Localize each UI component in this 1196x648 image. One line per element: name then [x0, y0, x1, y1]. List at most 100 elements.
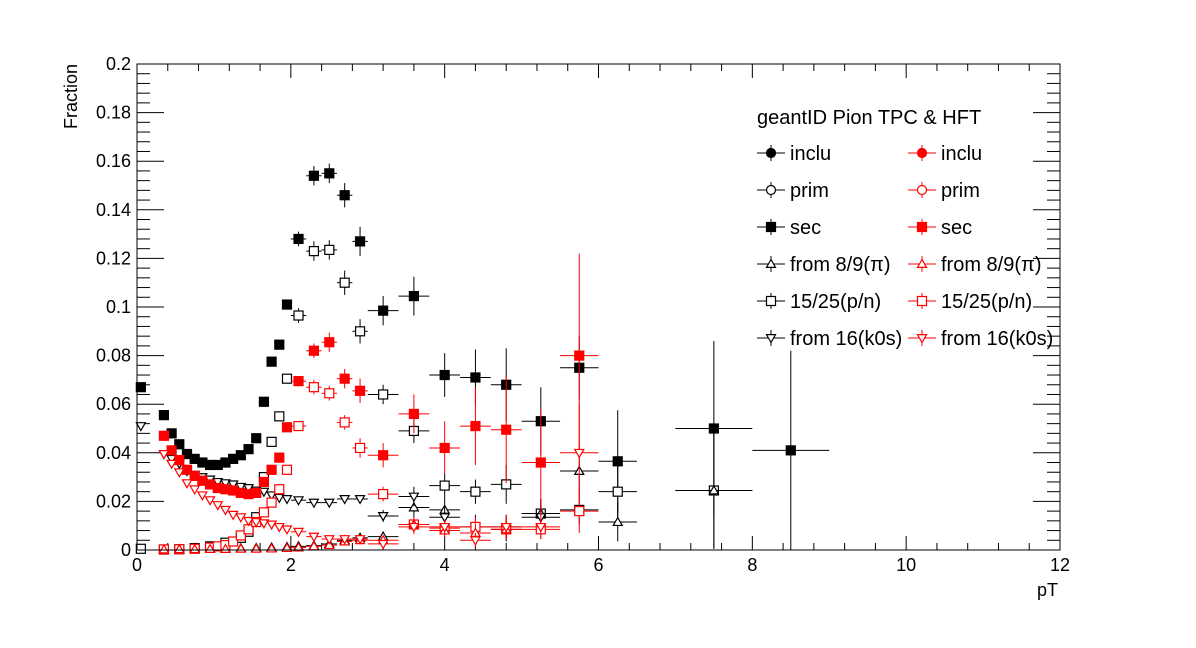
data-point	[573, 448, 585, 459]
data-point	[258, 476, 270, 488]
legend-label: 15/25(p/n)	[790, 291, 881, 313]
data-point	[274, 411, 285, 422]
legend-marker	[916, 184, 928, 196]
data-point	[293, 310, 304, 321]
x-tick-label: 8	[747, 555, 757, 575]
data-point	[219, 505, 231, 516]
y-tick-label: 0.04	[96, 443, 131, 463]
data-point	[439, 513, 451, 523]
data-point	[308, 498, 320, 509]
data-point	[173, 468, 185, 478]
data-point	[189, 485, 201, 495]
data-point	[469, 536, 481, 546]
legend-marker	[765, 221, 777, 233]
data-point	[708, 423, 719, 434]
data-point	[274, 484, 285, 495]
x-tick-label: 4	[440, 555, 450, 575]
legend-entry: prim	[757, 180, 829, 202]
data-point	[212, 477, 224, 488]
data-point	[354, 326, 366, 337]
data-point	[324, 337, 335, 348]
data-point	[281, 373, 293, 384]
legend-entry: 15/25(p/n)	[908, 291, 1032, 313]
y-tick-label: 0.16	[96, 151, 131, 171]
data-point	[323, 535, 335, 545]
data-point	[251, 433, 262, 444]
data-point	[470, 486, 481, 497]
data-point	[378, 389, 389, 400]
legend-label: from 8/9(π)	[790, 254, 890, 276]
data-point	[354, 535, 366, 545]
legend-marker	[916, 295, 928, 307]
data-point	[258, 519, 270, 529]
data-point	[354, 494, 366, 505]
data-point	[785, 445, 796, 456]
data-point	[250, 518, 262, 528]
legend-label: from 16(k0s)	[790, 328, 902, 350]
legend-marker	[765, 147, 777, 159]
legend-marker	[916, 334, 928, 344]
legend-label: from 8/9(π)	[941, 254, 1041, 276]
data-point	[535, 522, 547, 533]
data-point	[408, 290, 419, 302]
data-point	[354, 442, 366, 454]
data-point	[173, 543, 185, 554]
data-point	[242, 516, 255, 527]
data-point	[500, 522, 512, 533]
x-tick-label: 2	[286, 555, 296, 575]
data-point	[281, 525, 293, 536]
data-point	[281, 422, 293, 433]
data-point	[408, 522, 420, 533]
x-tick-label: 12	[1050, 555, 1070, 575]
data-point	[158, 410, 170, 421]
data-point	[235, 513, 247, 523]
legend-label: sec	[941, 217, 972, 239]
data-point	[308, 532, 320, 543]
legend-marker	[765, 184, 777, 196]
data-point	[574, 350, 585, 361]
legend-entry: prim	[908, 180, 980, 202]
legend-marker	[765, 295, 777, 307]
legend-entry: inclu	[908, 143, 982, 165]
data-point	[243, 444, 254, 455]
data-point	[708, 484, 720, 495]
data-point	[281, 299, 293, 310]
data-point	[251, 487, 262, 498]
data-point	[308, 246, 320, 257]
x-tick-label: 10	[896, 555, 916, 575]
data-point	[281, 494, 293, 505]
x-axis-label: pT	[1037, 580, 1058, 600]
plot-frame	[136, 63, 1061, 551]
data-point	[324, 388, 335, 399]
data-point	[135, 543, 146, 554]
legend-label: inclu	[790, 143, 831, 165]
legend-marker	[916, 147, 928, 159]
data-point	[439, 522, 451, 533]
data-point	[189, 543, 201, 554]
data-point	[274, 339, 285, 350]
data-point	[324, 168, 335, 179]
data-point	[308, 345, 320, 356]
data-point	[324, 244, 335, 255]
data-point	[266, 464, 277, 475]
legend-label: sec	[790, 217, 821, 239]
data-point	[258, 396, 270, 407]
data-marks	[135, 163, 830, 555]
legend-marker	[765, 258, 777, 268]
data-point	[323, 498, 335, 509]
data-point	[274, 452, 285, 463]
legend-label: inclu	[941, 143, 982, 165]
data-point	[158, 543, 170, 554]
data-point	[266, 436, 277, 447]
legend-label: prim	[790, 180, 829, 202]
x-tick-label: 0	[132, 555, 142, 575]
data-point	[308, 382, 320, 393]
data-point	[470, 372, 481, 383]
data-point	[281, 542, 293, 553]
data-point	[266, 497, 277, 508]
legend-marker	[916, 258, 928, 268]
y-axis-label: Fraction	[61, 64, 81, 129]
y-tick-label: 0	[121, 540, 131, 560]
data-point	[266, 356, 277, 367]
